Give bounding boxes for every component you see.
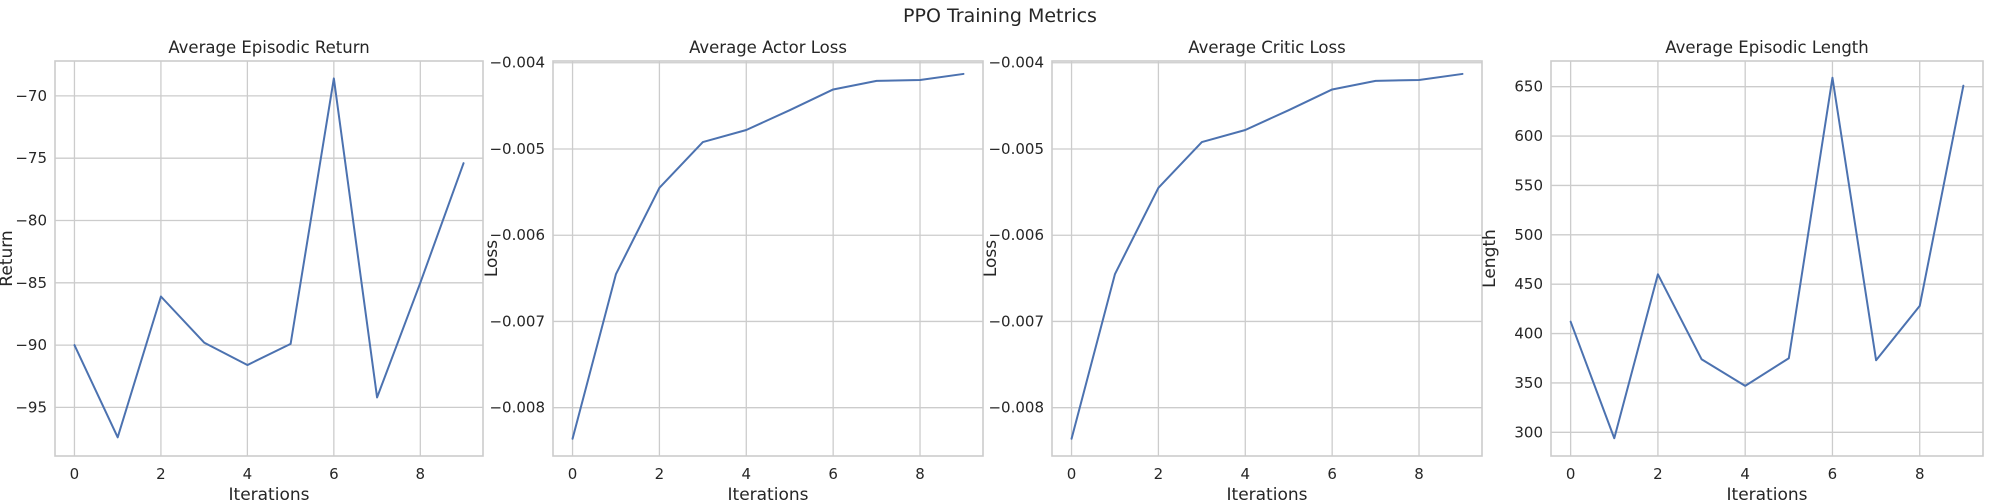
y-tick-label: −0.007 xyxy=(988,312,1044,330)
x-axis-label: Iterations xyxy=(1227,485,1308,500)
x-tick-label: 6 xyxy=(329,465,339,483)
y-tick-label: −0.005 xyxy=(988,140,1044,158)
y-tick-label: −85 xyxy=(15,274,47,292)
y-tick-label: 500 xyxy=(1514,226,1543,244)
y-axis-label: Loss xyxy=(981,240,1001,277)
x-axis-label: Iterations xyxy=(728,485,809,500)
x-tick-label: 8 xyxy=(915,465,925,483)
x-tick-label: 0 xyxy=(70,465,80,483)
series-line xyxy=(1569,76,1965,440)
chart-panel-3: 0 2 4 6 8 −0.008 −0.007 −0.006 −0.005 −0.004 Avera… xyxy=(981,38,1483,504)
y-tick-label: −0.008 xyxy=(988,399,1044,417)
y-tick-label: −90 xyxy=(15,336,47,354)
x-tick-label: 6 xyxy=(1828,465,1838,483)
series-line xyxy=(1070,72,1464,440)
y-tick-label: −80 xyxy=(15,211,47,229)
x-tick-label: 4 xyxy=(243,465,253,483)
y-tick-label: −0.004 xyxy=(489,54,545,72)
x-axis-label: Iterations xyxy=(1727,485,1808,500)
y-axis-label: Return xyxy=(0,230,17,286)
y-tick-label: −0.004 xyxy=(988,54,1044,72)
plot-frame xyxy=(54,60,484,457)
x-tick-label: 8 xyxy=(416,465,426,483)
x-tick-label: 2 xyxy=(1154,465,1164,483)
x-tick-label: 0 xyxy=(1566,465,1576,483)
y-tick-label: 300 xyxy=(1514,423,1543,441)
x-tick-label: 4 xyxy=(742,465,752,483)
x-tick-label: 6 xyxy=(1327,465,1337,483)
y-tick-label: −0.008 xyxy=(489,399,545,417)
y-axis-label: Length xyxy=(1480,229,1500,288)
chart-title: Average Episodic Return xyxy=(168,38,369,57)
chart-title: Average Actor Loss xyxy=(689,38,847,57)
y-tick-label: 550 xyxy=(1514,176,1543,194)
chart-title: Average Episodic Length xyxy=(1665,38,1868,57)
y-tick-label: −0.007 xyxy=(489,312,545,330)
y-tick-label: 350 xyxy=(1514,374,1543,392)
figure-title: PPO Training Metrics xyxy=(903,5,1097,27)
series-line xyxy=(73,77,465,439)
y-tick-label: −0.006 xyxy=(489,226,545,244)
x-tick-label: 0 xyxy=(568,465,578,483)
y-tick-label: 650 xyxy=(1514,78,1543,96)
x-tick-label: 2 xyxy=(156,465,166,483)
y-axis-label: Loss xyxy=(482,240,502,277)
y-tick-label: −0.005 xyxy=(489,140,545,158)
x-axis-label: Iterations xyxy=(229,485,310,500)
plot-frame xyxy=(1550,60,1984,457)
x-tick-label: 8 xyxy=(1915,465,1925,483)
chart-title: Average Critic Loss xyxy=(1188,38,1345,57)
x-tick-label: 4 xyxy=(1740,465,1750,483)
chart-panel-4: 0 2 4 6 8 300 350 400 450 500 550 600 650 Average Epi… xyxy=(1480,38,1984,504)
y-tick-label: −0.006 xyxy=(988,226,1044,244)
y-tick-label: −70 xyxy=(15,87,47,105)
plot-frame xyxy=(552,60,984,457)
y-tick-label: 450 xyxy=(1514,275,1543,293)
chart-panel-2: 0 2 4 6 8 −0.008 −0.007 −0.006 −0.005 −0.004 Avera… xyxy=(482,38,984,504)
x-tick-label: 2 xyxy=(1653,465,1663,483)
plot-frame xyxy=(1051,60,1483,457)
x-tick-label: 4 xyxy=(1241,465,1251,483)
y-tick-label: 600 xyxy=(1514,127,1543,145)
x-tick-label: 2 xyxy=(655,465,665,483)
chart-panel-1: 0 2 4 6 8 −95 −90 −85 −80 −75 −70 Average Episodic … xyxy=(0,38,484,504)
x-tick-label: 0 xyxy=(1067,465,1077,483)
y-tick-label: −75 xyxy=(15,149,47,167)
y-tick-label: 400 xyxy=(1514,325,1543,343)
x-tick-label: 6 xyxy=(828,465,838,483)
y-tick-label: −95 xyxy=(15,398,47,416)
series-line xyxy=(571,72,965,440)
x-tick-label: 8 xyxy=(1414,465,1424,483)
